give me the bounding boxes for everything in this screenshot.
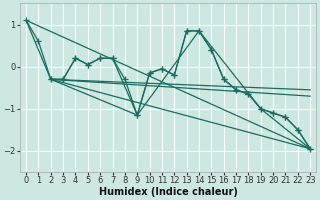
X-axis label: Humidex (Indice chaleur): Humidex (Indice chaleur)	[99, 187, 237, 197]
